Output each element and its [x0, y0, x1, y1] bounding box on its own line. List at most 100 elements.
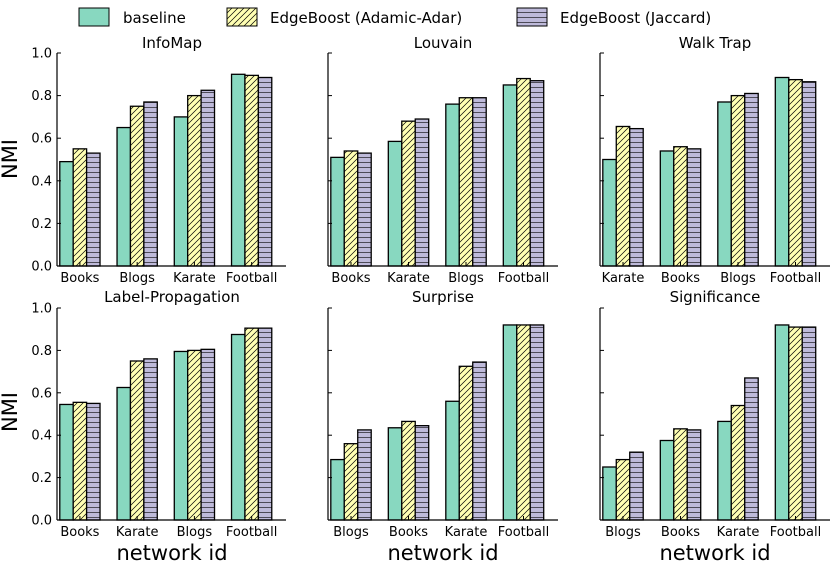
bar-p3-blogs-jaccard: [744, 92, 759, 267]
bar-p2-karate-baseline: [387, 140, 403, 267]
y-tick-label-p1-3: 0.6: [31, 132, 52, 147]
x-tick-label-p3-blogs: Blogs: [720, 271, 756, 286]
bar-p2-blogs-adamic: [458, 97, 474, 267]
bar-p6-karate-jaccard: [744, 377, 759, 521]
x-tick-label-p5-karate: Karate: [445, 525, 488, 540]
x-tick-label-p2-books: Books: [331, 271, 370, 286]
panel-title-labelprop: Label-Propagation: [104, 288, 240, 306]
x-tick-label-p4-karate: Karate: [116, 525, 159, 540]
bar-p1-books-adamic: [72, 148, 88, 267]
bar-p5-blogs-adamic: [343, 443, 359, 521]
bar-p6-football-jaccard: [801, 326, 817, 521]
legend-swatch-baseline: [78, 7, 110, 27]
bar-p3-football-jaccard: [801, 81, 817, 267]
y-tick-label-p1-1: 0.2: [31, 217, 52, 232]
bar-p1-blogs-adamic: [129, 105, 145, 267]
x-tick-label-p5-football: Football: [498, 525, 549, 540]
bar-p5-football-jaccard: [529, 324, 545, 521]
bar-p4-blogs-baseline: [173, 350, 189, 521]
bar-p4-karate-baseline: [116, 386, 132, 521]
panel-title-walktrap: Walk Trap: [679, 34, 752, 52]
x-tick-label-p4-blogs: Blogs: [177, 525, 213, 540]
panel-title-significance: Significance: [670, 288, 761, 306]
x-axis-label-middle: network id: [387, 541, 498, 565]
bar-p6-karate-adamic: [730, 404, 746, 521]
y-tick-label-p1-2: 0.4: [31, 174, 52, 189]
bar-p6-blogs-jaccard: [629, 451, 644, 521]
y-tick-label-p1-0: 0.0: [31, 260, 52, 275]
x-tick-label-p5-books: Books: [389, 525, 428, 540]
bar-p5-books-adamic: [401, 420, 416, 521]
x-tick-label-p4-books: Books: [60, 525, 99, 540]
bar-p2-books-baseline: [330, 156, 345, 267]
y-tick-label-p4-3: 0.6: [31, 386, 52, 401]
y-tick-label-p4-5: 1.0: [31, 302, 52, 317]
bar-p6-blogs-baseline: [602, 466, 617, 521]
x-axis-label-left: network id: [116, 541, 227, 565]
y-tick-label-p4-1: 0.2: [31, 471, 52, 486]
legend-label-adamic: EdgeBoost (Adamic-Adar): [270, 9, 462, 27]
bar-p3-karate-baseline: [602, 158, 617, 267]
bar-p4-blogs-adamic: [187, 349, 202, 521]
bar-p3-books-adamic: [673, 146, 688, 267]
x-tick-label-p2-karate: Karate: [387, 271, 430, 286]
bar-p3-football-adamic: [788, 78, 803, 267]
bar-p1-blogs-jaccard: [143, 101, 158, 267]
bar-p4-karate-jaccard: [143, 358, 158, 521]
bar-p3-books-baseline: [659, 150, 675, 267]
bar-p4-football-baseline: [230, 333, 246, 521]
bar-p1-blogs-baseline: [116, 126, 132, 267]
bar-p5-blogs-baseline: [330, 458, 345, 521]
bar-p3-books-jaccard: [686, 148, 702, 267]
bar-p4-blogs-jaccard: [200, 348, 216, 521]
panel-title-louvain: Louvain: [414, 34, 473, 52]
plot-area: Books Blogs Karate Football 0.0 0.2 0.4 0.6 0.8 1…: [31, 47, 830, 540]
legend: baseline EdgeBoost (Adamic-Adar) EdgeBoo…: [78, 7, 711, 27]
bar-p2-books-jaccard: [357, 152, 372, 267]
bar-p3-football-baseline: [774, 76, 790, 267]
bar-p4-karate-adamic: [129, 360, 145, 521]
bar-p5-karate-jaccard: [472, 361, 487, 521]
bar-p3-karate-adamic: [615, 125, 631, 267]
bar-p1-football-baseline: [230, 73, 246, 267]
bar-p2-blogs-baseline: [445, 103, 460, 267]
bar-p6-books-baseline: [659, 439, 675, 521]
x-tick-label-p6-karate: Karate: [717, 525, 760, 540]
bar-p2-karate-jaccard: [414, 118, 430, 267]
bar-p4-football-adamic: [244, 327, 260, 521]
bar-p2-football-baseline: [502, 84, 518, 267]
bar-p6-football-baseline: [774, 324, 790, 521]
bar-p6-books-adamic: [673, 428, 688, 521]
bar-p1-books-baseline: [59, 160, 74, 267]
bar-p4-books-baseline: [59, 403, 74, 521]
y-tick-label-p4-4: 0.8: [31, 344, 52, 359]
bar-p6-blogs-adamic: [615, 458, 631, 521]
x-tick-label-p1-blogs: Blogs: [119, 271, 155, 286]
x-tick-label-p6-blogs: Blogs: [605, 525, 641, 540]
bar-p1-karate-baseline: [173, 116, 189, 267]
bar-p2-football-jaccard: [529, 80, 545, 267]
bar-p2-football-adamic: [516, 77, 531, 267]
bar-p1-football-jaccard: [257, 76, 273, 267]
panel-title-infomap: InfoMap: [142, 34, 202, 52]
bar-p3-blogs-baseline: [717, 101, 732, 267]
legend-swatch-adamic: [226, 7, 258, 27]
y-axis-label-bottom: NMI: [0, 392, 22, 432]
bar-p6-karate-baseline: [717, 420, 732, 521]
bar-p1-karate-jaccard: [200, 89, 216, 267]
y-tick-label-p1-4: 0.8: [31, 89, 52, 104]
bar-p5-karate-baseline: [445, 400, 460, 521]
bar-p5-football-baseline: [502, 324, 518, 521]
x-tick-label-p3-books: Books: [661, 271, 700, 286]
bar-p4-books-adamic: [72, 401, 88, 521]
x-tick-label-p2-football: Football: [498, 271, 549, 286]
y-tick-label-p4-2: 0.4: [31, 429, 52, 444]
x-tick-label-p5-blogs: Blogs: [333, 525, 369, 540]
panel-title-surprise: Surprise: [412, 288, 474, 306]
y-tick-label-p1-5: 1.0: [31, 47, 52, 62]
x-tick-label-p1-books: Books: [60, 271, 99, 286]
x-tick-label-p1-football: Football: [226, 271, 277, 286]
bar-p2-books-adamic: [343, 150, 359, 267]
bar-p5-books-baseline: [387, 427, 403, 521]
bar-p5-karate-adamic: [458, 365, 474, 521]
